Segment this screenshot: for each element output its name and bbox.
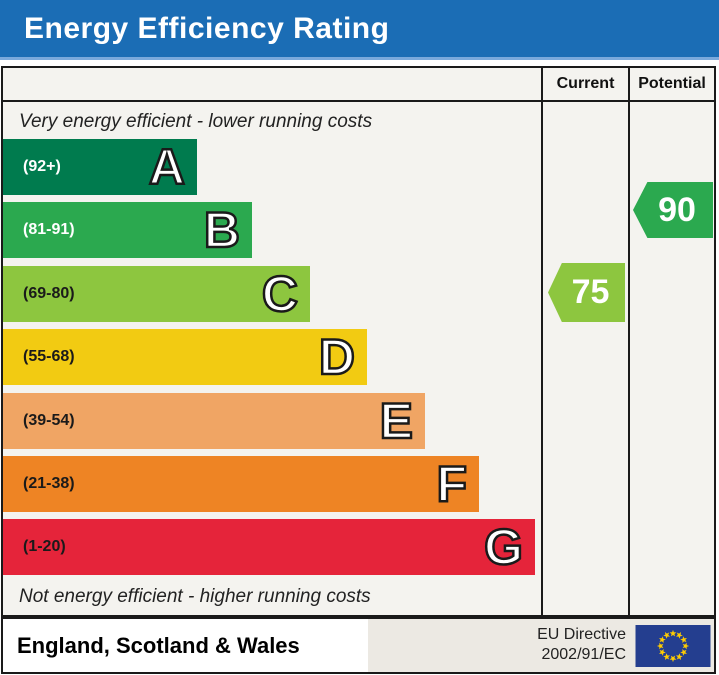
eu-flag-icon xyxy=(635,625,711,667)
footer: England, Scotland & Wales EU Directive 2… xyxy=(1,617,716,674)
column-header-current: Current xyxy=(541,68,628,102)
band-bar-f: (21-38) F xyxy=(3,455,479,514)
eu-directive-line2: 2002/91/EC xyxy=(541,646,626,664)
potential-column xyxy=(628,102,714,615)
band-bar-d: (55-68) D xyxy=(3,328,367,387)
band-bar-g: (1-20) G xyxy=(3,518,535,577)
band-range-label: (81-91) xyxy=(23,221,75,239)
bottom-note: Not energy efficient - higher running co… xyxy=(19,586,371,607)
band-letter: F xyxy=(435,455,468,514)
rating-table: Current Potential Very energy efficient … xyxy=(1,66,716,617)
current-rating-arrow: 75 xyxy=(548,263,625,322)
band-bar-a: (92+) A xyxy=(3,138,197,197)
potential-rating-value: 90 xyxy=(658,190,696,229)
page-title: Energy Efficiency Rating xyxy=(24,11,390,45)
band-row-g: (1-20) G xyxy=(3,518,541,577)
band-bar-b: (81-91) B xyxy=(3,201,252,260)
band-bar-c: (69-80) C xyxy=(3,265,310,324)
potential-rating-arrow: 90 xyxy=(633,182,713,238)
header-spacer xyxy=(3,68,541,102)
eu-directive-label: EU Directive 2002/91/EC xyxy=(537,625,626,667)
eu-directive-line1: EU Directive xyxy=(537,625,626,643)
current-rating-value: 75 xyxy=(571,273,610,311)
band-row-c: (69-80) C xyxy=(3,265,541,324)
band-row-f: (21-38) F xyxy=(3,455,541,514)
band-letter: E xyxy=(378,391,414,450)
band-row-b: (81-91) B xyxy=(3,201,541,260)
band-range-label: (92+) xyxy=(23,158,61,175)
band-range-label: (69-80) xyxy=(23,284,75,302)
region-label: England, Scotland & Wales xyxy=(17,632,300,658)
band-range-label: (1-20) xyxy=(23,538,66,556)
band-row-a: (92+) A xyxy=(3,138,541,197)
band-range-label: (21-38) xyxy=(23,474,75,492)
band-letter: A xyxy=(148,138,187,197)
band-letter: B xyxy=(203,201,242,260)
current-column xyxy=(541,102,628,615)
chart-body: Very energy efficient - lower running co… xyxy=(3,102,541,615)
band-range-label: (39-54) xyxy=(23,411,75,429)
band-letter: D xyxy=(318,328,357,387)
band-letter: C xyxy=(261,265,300,324)
band-row-e: (39-54) E xyxy=(3,391,541,450)
band-list: (92+) A (81-91) B (69-80) C (55-68) D (39-54) E (2… xyxy=(3,138,541,583)
band-letter: G xyxy=(483,518,524,577)
band-bar-e: (39-54) E xyxy=(3,391,425,450)
top-note: Very energy efficient - lower running co… xyxy=(19,111,373,132)
band-range-label: (55-68) xyxy=(23,348,75,366)
title-bar: Energy Efficiency Rating xyxy=(0,0,719,60)
column-header-potential: Potential xyxy=(628,68,714,102)
band-row-d: (55-68) D xyxy=(3,328,541,387)
